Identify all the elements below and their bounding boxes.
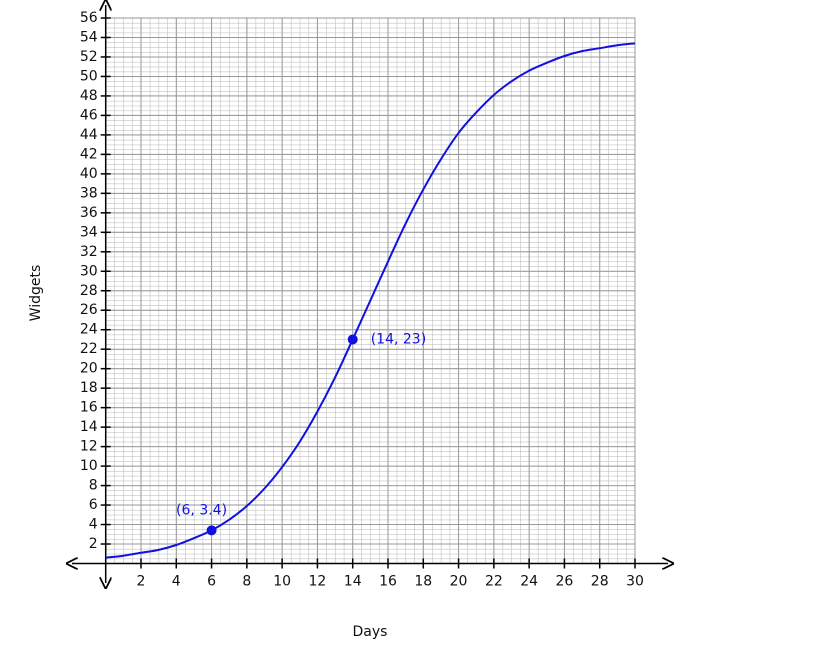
x-tick-label: 30 <box>626 574 644 590</box>
y-tick-label: 28 <box>80 283 98 299</box>
highlight-point <box>347 334 358 345</box>
x-tick-label: 6 <box>207 574 216 590</box>
y-tick-label: 14 <box>80 419 98 435</box>
y-tick-label: 56 <box>80 10 98 26</box>
y-tick-label: 26 <box>80 302 98 318</box>
point-label: (14, 23) <box>371 331 426 347</box>
x-tick-label: 14 <box>344 574 362 590</box>
y-tick-label: 6 <box>89 497 98 513</box>
y-tick-label: 54 <box>80 29 98 45</box>
x-tick-label: 8 <box>242 574 251 590</box>
x-tick-label: 12 <box>309 574 327 590</box>
x-tick-label: 28 <box>591 574 609 590</box>
x-tick-label: 26 <box>556 574 574 590</box>
x-tick-label: 24 <box>520 574 538 590</box>
x-tick-label: 18 <box>414 574 432 590</box>
y-tick-label: 30 <box>80 263 98 279</box>
axes <box>72 5 668 583</box>
y-tick-label: 12 <box>80 439 98 455</box>
x-tick-label: 10 <box>273 574 291 590</box>
x-tick-label: 4 <box>172 574 181 590</box>
y-tick-label: 42 <box>80 146 98 162</box>
y-tick-label: 10 <box>80 458 98 474</box>
y-tick-label: 36 <box>80 205 98 221</box>
y-tick-label: 18 <box>80 380 98 396</box>
y-tick-label: 44 <box>80 127 98 143</box>
x-tick-label: 20 <box>450 574 468 590</box>
grid <box>105 17 636 564</box>
y-tick-label: 4 <box>89 517 98 533</box>
y-tick-label: 48 <box>80 88 98 104</box>
y-tick-label: 34 <box>80 224 98 240</box>
y-tick-label: 52 <box>80 49 98 65</box>
y-tick-label: 2 <box>89 536 98 552</box>
y-tick-label: 16 <box>80 400 98 416</box>
curve <box>105 42 636 559</box>
x-tick-label: 16 <box>379 574 397 590</box>
y-tick-label: 38 <box>80 185 98 201</box>
highlight-point <box>206 525 217 536</box>
y-tick-label: 40 <box>80 166 98 182</box>
x-tick-label: 22 <box>485 574 503 590</box>
y-tick-label: 24 <box>80 322 98 338</box>
y-axis-label: Widgets <box>28 265 44 322</box>
point-label: (6, 3.4) <box>176 502 227 518</box>
y-tick-label: 22 <box>80 341 98 357</box>
y-tick-label: 20 <box>80 361 98 377</box>
y-tick-label: 32 <box>80 244 98 260</box>
y-tick-label: 46 <box>80 107 98 123</box>
y-tick-label: 50 <box>80 68 98 84</box>
x-axis-label: Days <box>353 624 388 640</box>
y-tick-label: 8 <box>89 478 98 494</box>
x-tick-label: 2 <box>137 574 146 590</box>
